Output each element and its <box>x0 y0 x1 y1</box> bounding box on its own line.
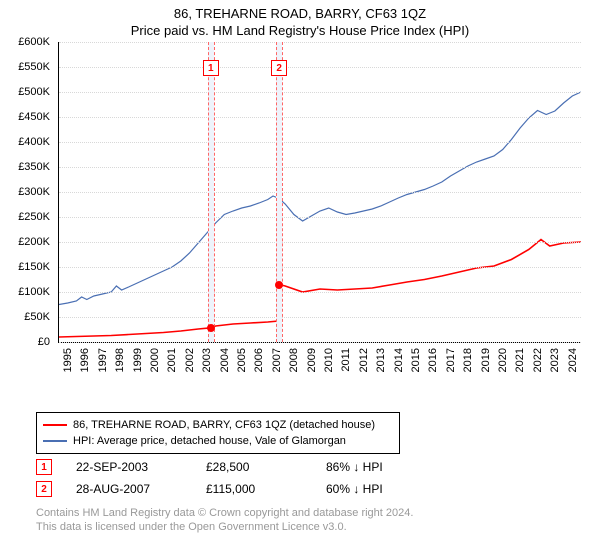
chart-title-sub: Price paid vs. HM Land Registry's House … <box>0 21 600 42</box>
footer-line1: Contains HM Land Registry data © Crown c… <box>36 506 413 520</box>
sale-price: £28,500 <box>206 460 326 474</box>
x-tick-label: 1996 <box>79 348 91 372</box>
legend-swatch <box>43 424 67 426</box>
x-tick-label: 1995 <box>62 348 74 372</box>
y-tick-label: £50K <box>10 311 50 323</box>
sale-band-edge <box>214 42 215 342</box>
x-tick-label: 2003 <box>201 348 213 372</box>
sale-marker-box: 2 <box>36 481 52 497</box>
x-tick-label: 2013 <box>375 348 387 372</box>
x-tick-label: 2002 <box>184 348 196 372</box>
x-tick-label: 2015 <box>410 348 422 372</box>
x-tick-label: 2018 <box>462 348 474 372</box>
gridline-h <box>59 117 581 118</box>
sale-dot <box>207 324 215 332</box>
x-tick-label: 2017 <box>445 348 457 372</box>
gridline-h <box>59 217 581 218</box>
sale-events: 1 22-SEP-2003£28,50086% ↓ HPI 2 28-AUG-2007… <box>36 456 383 500</box>
x-tick-label: 2022 <box>532 348 544 372</box>
gridline-h <box>59 242 581 243</box>
chart-area: £0 £50K £100K £150K £200K £250K £300K £350K £400… <box>10 42 590 402</box>
x-tick-label: 2023 <box>549 348 561 372</box>
legend-row: 86, TREHARNE ROAD, BARRY, CF63 1QZ (deta… <box>43 417 393 433</box>
sale-hpi: 86% ↓ HPI <box>326 460 383 474</box>
x-tick-label: 2012 <box>358 348 370 372</box>
legend-swatch <box>43 440 67 442</box>
y-tick-label: £200K <box>10 236 50 248</box>
x-tick-label: 2010 <box>323 348 335 372</box>
sale-marker-box: 1 <box>36 459 52 475</box>
x-tick-label: 2009 <box>306 348 318 372</box>
x-tick-label: 2006 <box>253 348 265 372</box>
gridline-h <box>59 192 581 193</box>
gridline-h <box>59 42 581 43</box>
y-tick-label: £300K <box>10 186 50 198</box>
x-tick-label: 2019 <box>480 348 492 372</box>
x-tick-label: 2024 <box>567 348 579 372</box>
x-tick-label: 1998 <box>114 348 126 372</box>
gridline-h <box>59 167 581 168</box>
gridline-h <box>59 67 581 68</box>
x-tick-label: 2005 <box>236 348 248 372</box>
gridline-h <box>59 267 581 268</box>
sale-marker-1: 1 <box>203 60 219 76</box>
sale-date: 22-SEP-2003 <box>76 460 206 474</box>
legend: 86, TREHARNE ROAD, BARRY, CF63 1QZ (deta… <box>36 412 400 454</box>
y-tick-label: £450K <box>10 111 50 123</box>
chart-container: 86, TREHARNE ROAD, BARRY, CF63 1QZ Price… <box>0 0 600 560</box>
sale-marker-2: 2 <box>271 60 287 76</box>
legend-label: 86, TREHARNE ROAD, BARRY, CF63 1QZ (deta… <box>73 419 375 431</box>
x-tick-label: 1997 <box>97 348 109 372</box>
sale-band-edge <box>208 42 209 342</box>
gridline-h <box>59 292 581 293</box>
y-tick-label: £100K <box>10 286 50 298</box>
x-tick-label: 2004 <box>219 348 231 372</box>
gridline-h <box>59 342 581 343</box>
legend-label: HPI: Average price, detached house, Vale… <box>73 435 346 447</box>
series-hpi <box>59 92 581 305</box>
plot-area: 12 <box>58 42 581 343</box>
x-tick-label: 2016 <box>427 348 439 372</box>
footer-line2: This data is licensed under the Open Gov… <box>36 520 413 534</box>
y-tick-label: £600K <box>10 36 50 48</box>
sale-price: £115,000 <box>206 482 326 496</box>
y-tick-label: £400K <box>10 136 50 148</box>
sale-hpi: 60% ↓ HPI <box>326 482 383 496</box>
series-property <box>59 240 581 338</box>
x-tick-label: 1999 <box>132 348 144 372</box>
sale-row: 2 28-AUG-2007£115,00060% ↓ HPI <box>36 478 383 500</box>
x-tick-label: 2020 <box>497 348 509 372</box>
y-tick-label: £0 <box>10 336 50 348</box>
gridline-h <box>59 317 581 318</box>
x-tick-label: 2021 <box>514 348 526 372</box>
x-tick-label: 2011 <box>340 348 352 372</box>
y-tick-label: £250K <box>10 211 50 223</box>
x-tick-label: 2007 <box>271 348 283 372</box>
footer: Contains HM Land Registry data © Crown c… <box>36 506 413 535</box>
x-tick-label: 2008 <box>288 348 300 372</box>
legend-row: HPI: Average price, detached house, Vale… <box>43 433 393 449</box>
y-tick-label: £350K <box>10 161 50 173</box>
x-tick-label: 2000 <box>149 348 161 372</box>
x-tick-label: 2014 <box>393 348 405 372</box>
y-tick-label: £500K <box>10 86 50 98</box>
sale-row: 1 22-SEP-2003£28,50086% ↓ HPI <box>36 456 383 478</box>
gridline-h <box>59 142 581 143</box>
gridline-h <box>59 92 581 93</box>
y-tick-label: £550K <box>10 61 50 73</box>
sale-date: 28-AUG-2007 <box>76 482 206 496</box>
chart-title-address: 86, TREHARNE ROAD, BARRY, CF63 1QZ <box>0 0 600 21</box>
y-tick-label: £150K <box>10 261 50 273</box>
sale-band-edge <box>276 42 277 342</box>
sale-dot <box>275 281 283 289</box>
x-tick-label: 2001 <box>166 348 178 372</box>
sale-band-edge <box>282 42 283 342</box>
